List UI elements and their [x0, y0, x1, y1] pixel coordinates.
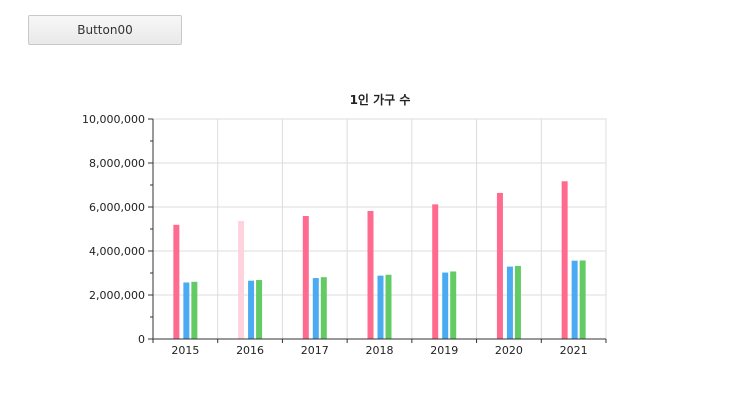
y-tick-label: 4,000,000	[89, 245, 145, 258]
bar-2015-series-2[interactable]	[183, 282, 190, 339]
bar-2017-series-2[interactable]	[312, 278, 319, 339]
bar-2020-series-2[interactable]	[506, 266, 513, 339]
y-tick-label: 2,000,000	[89, 289, 145, 302]
bar-2021-series-2[interactable]	[571, 260, 578, 339]
y-tick-label: 0	[138, 333, 145, 346]
bar-2021-series-1[interactable]	[561, 181, 568, 339]
bar-2017-series-3[interactable]	[320, 277, 327, 339]
bar-2015-series-1[interactable]	[173, 224, 180, 339]
button00[interactable]: Button00	[28, 15, 182, 45]
bar-2015-series-3[interactable]	[191, 281, 198, 339]
y-tick-label: 6,000,000	[89, 201, 145, 214]
x-tick-label: 2019	[430, 344, 458, 357]
x-tick-label: 2015	[171, 344, 199, 357]
x-tick-label: 2020	[495, 344, 523, 357]
x-tick-label: 2018	[366, 344, 394, 357]
bar-2019-series-1[interactable]	[432, 204, 439, 339]
bar-2019-series-3[interactable]	[450, 271, 457, 339]
bar-2021-series-3[interactable]	[579, 260, 586, 339]
bar-2020-series-3[interactable]	[514, 265, 521, 339]
bar-2018-series-1[interactable]	[367, 210, 374, 339]
bar-2018-series-3[interactable]	[385, 274, 392, 339]
y-tick-label: 10,000,000	[82, 113, 145, 126]
bar-2016-series-2[interactable]	[248, 280, 255, 339]
y-tick-label: 8,000,000	[89, 157, 145, 170]
x-tick-label: 2021	[560, 344, 588, 357]
bar-2020-series-1[interactable]	[496, 192, 503, 339]
x-tick-label: 2016	[236, 344, 264, 357]
x-tick-label: 2017	[301, 344, 329, 357]
bar-2016-series-1[interactable]	[238, 221, 245, 339]
chart-title: 1인 가구 수	[350, 92, 411, 107]
bar-2017-series-1[interactable]	[302, 216, 309, 339]
bar-2018-series-2[interactable]	[377, 275, 384, 339]
bar-2016-series-3[interactable]	[256, 280, 263, 339]
bar-2019-series-2[interactable]	[442, 272, 449, 339]
